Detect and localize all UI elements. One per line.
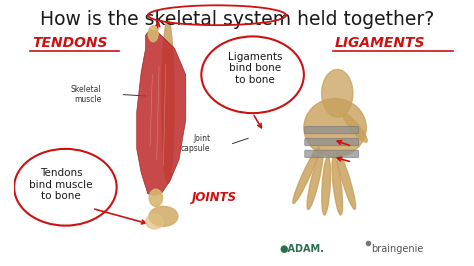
Text: JOINTS: JOINTS — [192, 191, 237, 204]
Text: Skeletal
muscle: Skeletal muscle — [71, 85, 101, 104]
Text: ●ADAM.: ●ADAM. — [279, 244, 324, 254]
Ellipse shape — [322, 157, 330, 215]
Text: LIGAMENTS: LIGAMENTS — [335, 36, 426, 50]
Text: braingenie: braingenie — [371, 244, 423, 254]
Text: Tendons
bind muscle
to bone: Tendons bind muscle to bone — [29, 168, 93, 201]
Ellipse shape — [332, 157, 343, 215]
FancyBboxPatch shape — [305, 138, 359, 146]
Text: TENDONS: TENDONS — [32, 36, 108, 50]
Ellipse shape — [304, 99, 366, 157]
Ellipse shape — [149, 189, 163, 206]
Ellipse shape — [146, 214, 164, 229]
Ellipse shape — [293, 147, 319, 203]
Ellipse shape — [337, 152, 356, 209]
FancyBboxPatch shape — [305, 150, 359, 158]
Polygon shape — [137, 30, 186, 195]
Ellipse shape — [149, 206, 178, 226]
Ellipse shape — [322, 69, 353, 117]
Text: Ligaments
bind bone
to bone: Ligaments bind bone to bone — [228, 52, 282, 85]
Ellipse shape — [307, 152, 323, 209]
Ellipse shape — [162, 19, 174, 183]
Ellipse shape — [148, 26, 158, 42]
Text: Joint
capsule: Joint capsule — [181, 134, 210, 153]
Text: How is the skeletal system held together?: How is the skeletal system held together… — [40, 10, 434, 29]
FancyBboxPatch shape — [305, 126, 359, 134]
Ellipse shape — [343, 113, 367, 142]
